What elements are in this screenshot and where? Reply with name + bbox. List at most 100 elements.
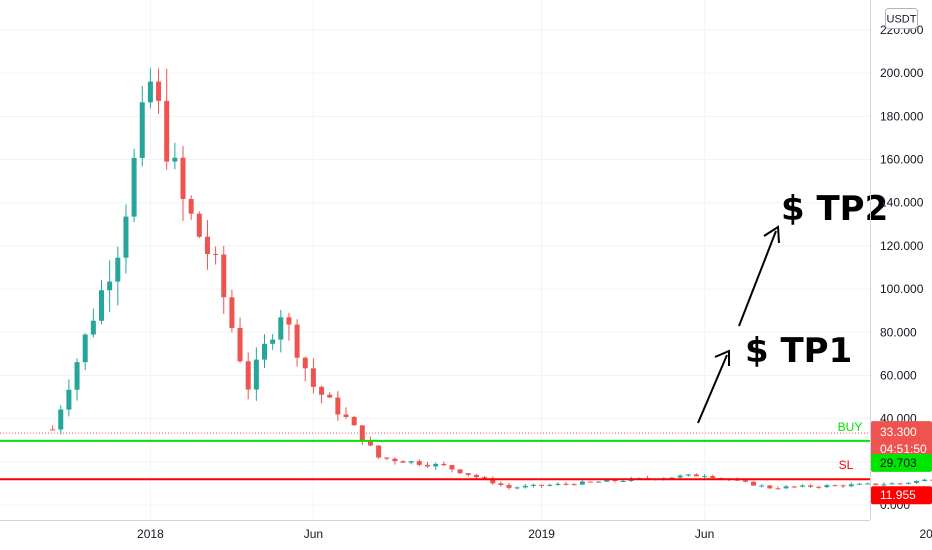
candle-body [147, 81, 153, 103]
y-tick-label: 80.000 [880, 325, 917, 339]
candle-body [335, 397, 341, 415]
x-tick-label: 2020 [919, 527, 932, 541]
candle-body [840, 485, 846, 487]
level-lines: BUY SL [0, 420, 870, 481]
candle-body [278, 317, 284, 340]
candle-body [156, 81, 162, 101]
y-tick-label: 180.000 [880, 109, 924, 123]
candle-body [90, 320, 96, 335]
candle-body [808, 485, 814, 487]
candle-body [579, 481, 585, 485]
candle-body [685, 474, 691, 476]
x-tick-label: Jun [695, 527, 714, 541]
candle-body [490, 478, 496, 484]
candle-body [897, 483, 903, 485]
candle-body [99, 290, 104, 321]
candle-body [751, 481, 756, 486]
sl-price-tag: 11.955 [871, 486, 932, 505]
candle-body [82, 334, 88, 363]
candle-body [384, 457, 390, 459]
candle-body [620, 480, 626, 482]
candle-body [856, 483, 862, 485]
candle-body [115, 257, 121, 282]
y-tick-label: 100.000 [880, 282, 924, 296]
candle-body [270, 339, 276, 344]
candle-body [473, 474, 479, 478]
candle-body [791, 486, 797, 488]
candle-body [677, 475, 683, 478]
candle-body [914, 481, 919, 483]
svg-text:33.300: 33.300 [880, 425, 917, 439]
chart-grid [0, 0, 870, 520]
candle-body [433, 463, 439, 467]
candle-body [400, 461, 406, 463]
candle-body [50, 429, 56, 431]
candle-body [213, 253, 219, 255]
candle-body [66, 389, 72, 410]
candle-body [319, 386, 325, 395]
annotations: $ TP1 $ TP2 [697, 189, 888, 424]
sl-line-label: SL [839, 458, 854, 472]
candle-body [221, 254, 227, 298]
candle-body [881, 484, 887, 486]
candle-body [506, 485, 512, 488]
y-tick-label: 60.000 [880, 368, 917, 382]
candle-body [294, 324, 300, 358]
candle-body [571, 484, 577, 486]
candle-body [441, 463, 447, 466]
candle-body [832, 485, 838, 487]
buy-line-label: BUY [838, 420, 863, 434]
svg-text:29.703: 29.703 [880, 456, 917, 470]
tp2-label: $ TP2 [781, 189, 888, 229]
tp1-label: $ TP1 [745, 331, 852, 371]
candle-body [930, 479, 932, 481]
candle-body [799, 485, 805, 487]
candle-body [139, 102, 145, 158]
y-tick-label: 200.000 [880, 66, 924, 80]
y-tick-label: 120.000 [880, 239, 924, 253]
candle-body [343, 414, 349, 417]
candle-body [367, 441, 373, 446]
candle-body [555, 483, 561, 485]
candle-body [229, 297, 235, 328]
candle-body [530, 484, 536, 486]
candle-body [58, 409, 64, 430]
svg-text:11.955: 11.955 [880, 488, 916, 502]
candle-body [702, 476, 708, 478]
candle-body [449, 465, 455, 470]
candle-body [588, 481, 593, 483]
candle-body [669, 477, 675, 479]
candle-body [816, 486, 822, 488]
buy-price-tag: 29.703 [871, 453, 932, 472]
candle-body [310, 368, 316, 387]
time-axis[interactable]: 2018Jun2019Jun2020Jun2021Jun2022 [137, 527, 932, 541]
currency-badge[interactable]: USDT [885, 8, 918, 29]
candle-body [302, 357, 308, 369]
candle-body [848, 484, 854, 487]
candle-body [742, 480, 748, 482]
candle-body [465, 473, 471, 475]
candle-body [351, 416, 357, 426]
candle-body [693, 474, 699, 477]
y-tick-label: 140.000 [880, 196, 924, 210]
candle-body [539, 484, 545, 486]
candle-body [74, 362, 80, 390]
candle-body [865, 483, 871, 485]
candle-body [457, 469, 463, 474]
candle-body [164, 100, 170, 162]
candle-body [498, 483, 504, 486]
candle-body [767, 485, 773, 489]
tp1-arrow [697, 349, 730, 424]
candle-body [123, 216, 129, 258]
candle-body [775, 488, 781, 490]
candle-body [188, 198, 194, 214]
candle-body [180, 157, 186, 199]
candle-body [547, 484, 553, 486]
candle-body [245, 361, 251, 390]
candle-body [376, 445, 382, 458]
candle-body [759, 485, 765, 487]
candle-body [596, 481, 602, 483]
candle-body [131, 157, 137, 217]
svg-text:04:51:50: 04:51:50 [880, 442, 927, 456]
